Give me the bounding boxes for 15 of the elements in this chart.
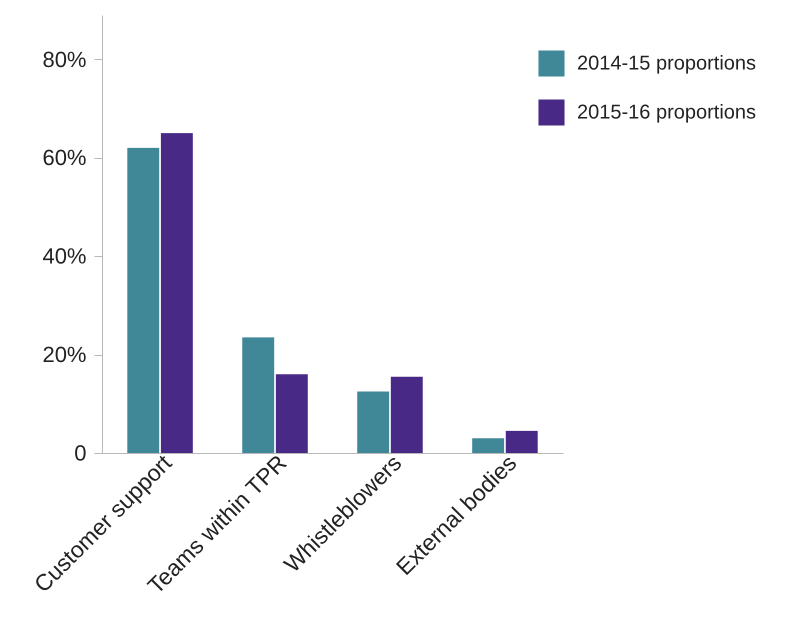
y-tick-label: 60% (42, 145, 86, 170)
bar (506, 430, 538, 453)
bar (242, 337, 274, 453)
bar (390, 376, 423, 453)
y-tick-label: 40% (42, 244, 86, 269)
bar (357, 391, 390, 453)
legend-label: 2015-16 proportions (577, 102, 756, 124)
y-tick-label: 80% (42, 46, 86, 72)
bar (127, 148, 160, 453)
y-tick-label: 20% (42, 342, 86, 368)
y-tick-label: 0 (74, 440, 86, 466)
bar (160, 133, 193, 453)
bar (472, 438, 504, 453)
bar (276, 374, 308, 453)
legend-label: 2014-15 proportions (577, 52, 756, 74)
